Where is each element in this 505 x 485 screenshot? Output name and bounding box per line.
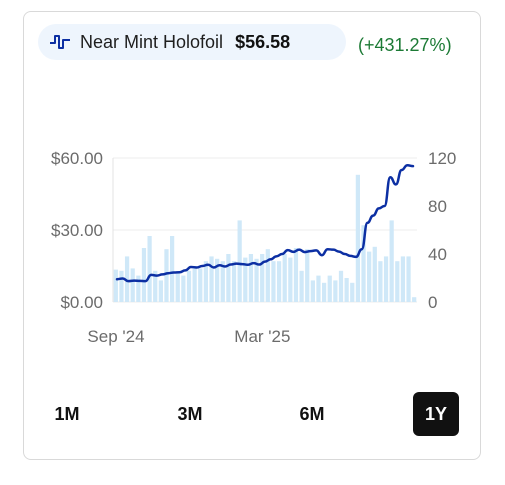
volume-bar (158, 280, 163, 302)
step-line-icon (50, 35, 70, 49)
volume-bar (288, 257, 293, 302)
volume-bar (406, 256, 411, 302)
price-history-card (23, 11, 481, 460)
volume-bar (338, 270, 344, 302)
volume-bar (243, 257, 248, 302)
volume-bar (367, 251, 372, 302)
x-tick-label: Mar '25 (234, 327, 290, 346)
volume-bar (153, 270, 158, 302)
volume-bar (141, 248, 147, 302)
volume-bar (124, 256, 130, 302)
volume-bar (254, 258, 259, 302)
volume-bar (260, 254, 265, 302)
volume-bar (164, 249, 169, 302)
volume-bar (192, 266, 197, 302)
volume-bar (198, 268, 203, 302)
volume-bar (276, 261, 282, 302)
volume-bar (305, 249, 310, 302)
volume-bar (350, 282, 355, 302)
volume-bar (209, 256, 214, 302)
volume-bar (355, 174, 361, 302)
volume-bar (220, 261, 225, 302)
legend-label: Near Mint Holofoil (80, 31, 224, 52)
volume-bar (310, 280, 315, 302)
volume-bar (400, 256, 406, 302)
volume-bar (282, 254, 287, 302)
volume-bar (231, 261, 237, 302)
volume-bar (271, 261, 276, 302)
price-change: (+431.27%) (358, 35, 452, 55)
volume-bar (169, 236, 175, 302)
volume-bar (333, 280, 338, 302)
volume-bar (327, 275, 332, 302)
range-button-3m[interactable]: 3M (167, 392, 213, 436)
volume-bar (147, 236, 152, 302)
y-left-tick-label: $30.00 (51, 221, 103, 240)
range-button-6m[interactable]: 6M (289, 392, 335, 436)
volume-bar (321, 282, 327, 302)
price-line (115, 163, 415, 283)
range-button-1m[interactable]: 1M (44, 392, 90, 436)
volume-bar (378, 261, 383, 302)
volume-bar (226, 254, 231, 302)
volume-bar (265, 249, 270, 302)
volume-bar (215, 258, 220, 302)
volume-bar (136, 275, 141, 302)
volume-bar (299, 270, 304, 302)
volume-bar (389, 220, 394, 302)
volume-bar (372, 246, 377, 302)
y-left-tick-label: $60.00 (51, 149, 103, 168)
volume-bar (203, 261, 209, 302)
y-left-tick-label: $0.00 (60, 293, 103, 312)
volume-bar (248, 254, 254, 302)
volume-bar (237, 220, 242, 302)
y-right-tick-label: 120 (428, 149, 456, 168)
x-tick-label: Sep '24 (87, 327, 144, 346)
volume-bar (395, 261, 400, 302)
volume-bar (186, 270, 192, 302)
y-right-tick-label: 40 (428, 245, 447, 264)
y-right-tick-label: 80 (428, 197, 447, 216)
volume-bar (383, 256, 389, 302)
volume-bar (344, 278, 349, 302)
volume-bar (113, 269, 118, 302)
legend-price: $56.58 (235, 31, 291, 52)
volume-bar (316, 275, 321, 302)
volume-bar (119, 270, 124, 302)
volume-bar (130, 268, 135, 302)
volume-bar (412, 297, 417, 302)
volume-bar (361, 225, 366, 302)
volume-bar (175, 272, 180, 302)
legend-pill[interactable]: Near Mint Holofoil $56.58 (38, 24, 346, 60)
y-right-tick-label: 0 (428, 293, 437, 312)
volume-bar (181, 275, 186, 302)
range-button-1y[interactable]: 1Y (413, 392, 459, 436)
volume-bar (293, 248, 299, 302)
